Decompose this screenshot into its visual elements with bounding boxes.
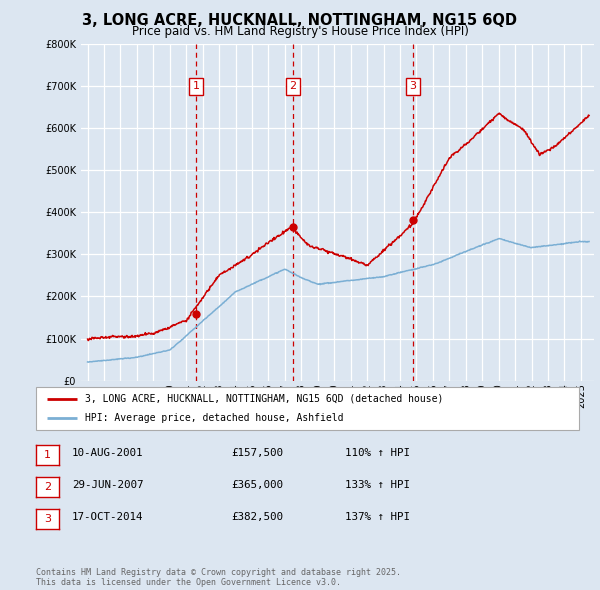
Text: 3, LONG ACRE, HUCKNALL, NOTTINGHAM, NG15 6QD (detached house): 3, LONG ACRE, HUCKNALL, NOTTINGHAM, NG15… — [85, 394, 443, 404]
Text: £365,000: £365,000 — [231, 480, 283, 490]
Text: 110% ↑ HPI: 110% ↑ HPI — [345, 448, 410, 458]
Text: 3: 3 — [44, 514, 51, 524]
FancyBboxPatch shape — [36, 387, 579, 430]
Text: 2: 2 — [44, 482, 51, 492]
Text: Contains HM Land Registry data © Crown copyright and database right 2025.
This d: Contains HM Land Registry data © Crown c… — [36, 568, 401, 587]
Text: 133% ↑ HPI: 133% ↑ HPI — [345, 480, 410, 490]
Text: 3, LONG ACRE, HUCKNALL, NOTTINGHAM, NG15 6QD: 3, LONG ACRE, HUCKNALL, NOTTINGHAM, NG15… — [83, 13, 517, 28]
Text: £157,500: £157,500 — [231, 448, 283, 458]
Text: Price paid vs. HM Land Registry's House Price Index (HPI): Price paid vs. HM Land Registry's House … — [131, 25, 469, 38]
Text: 137% ↑ HPI: 137% ↑ HPI — [345, 512, 410, 522]
Text: 2: 2 — [289, 81, 296, 91]
Text: 1: 1 — [44, 450, 51, 460]
Text: 29-JUN-2007: 29-JUN-2007 — [72, 480, 143, 490]
Text: 17-OCT-2014: 17-OCT-2014 — [72, 512, 143, 522]
Text: 10-AUG-2001: 10-AUG-2001 — [72, 448, 143, 458]
Text: 3: 3 — [410, 81, 416, 91]
Text: HPI: Average price, detached house, Ashfield: HPI: Average price, detached house, Ashf… — [85, 413, 343, 423]
Text: 1: 1 — [193, 81, 200, 91]
Text: £382,500: £382,500 — [231, 512, 283, 522]
